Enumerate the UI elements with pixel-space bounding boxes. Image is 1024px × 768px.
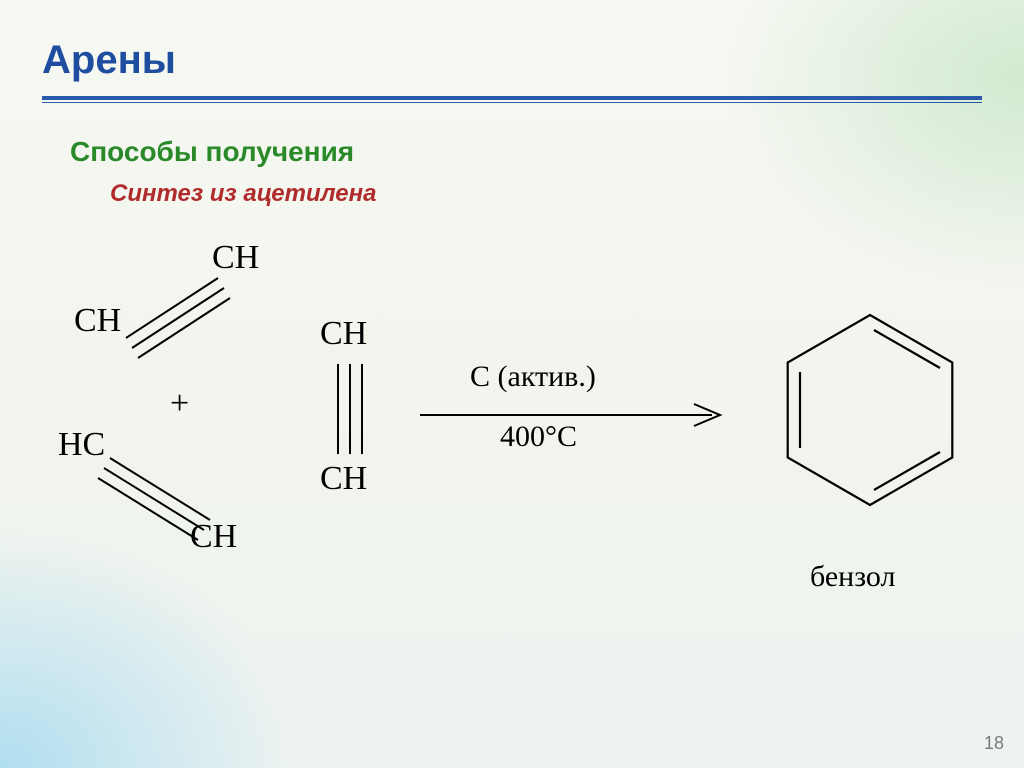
acetylene-2-hc-top: HC <box>58 426 105 464</box>
benzene-ring <box>760 290 980 530</box>
acetylene-3-ch-top: CH <box>320 315 367 353</box>
acetylene-2-ch-bottom: CH <box>190 518 237 556</box>
acetylene-3-ch-bottom: CH <box>320 460 367 498</box>
slide: Арены Способы получения Синтез из ацетил… <box>0 0 1024 768</box>
acetylene-3 <box>310 350 390 470</box>
plus-sign: + <box>170 385 189 423</box>
subsection-heading: Синтез из ацетилена <box>110 180 376 208</box>
page-title: Арены <box>42 38 176 83</box>
product-label: бензол <box>810 560 896 594</box>
page-number: 18 <box>984 733 1004 754</box>
section-heading: Способы получения <box>70 136 354 168</box>
title-rule <box>42 96 982 100</box>
arrow-condition-bottom: 400°C <box>500 420 577 454</box>
acetylene-1-ch-bottom: CH <box>74 302 121 340</box>
arrow-condition-top: С (актив.) <box>470 360 596 394</box>
acetylene-1-ch-top: CH <box>212 239 259 277</box>
title-rule-thin <box>42 102 982 103</box>
